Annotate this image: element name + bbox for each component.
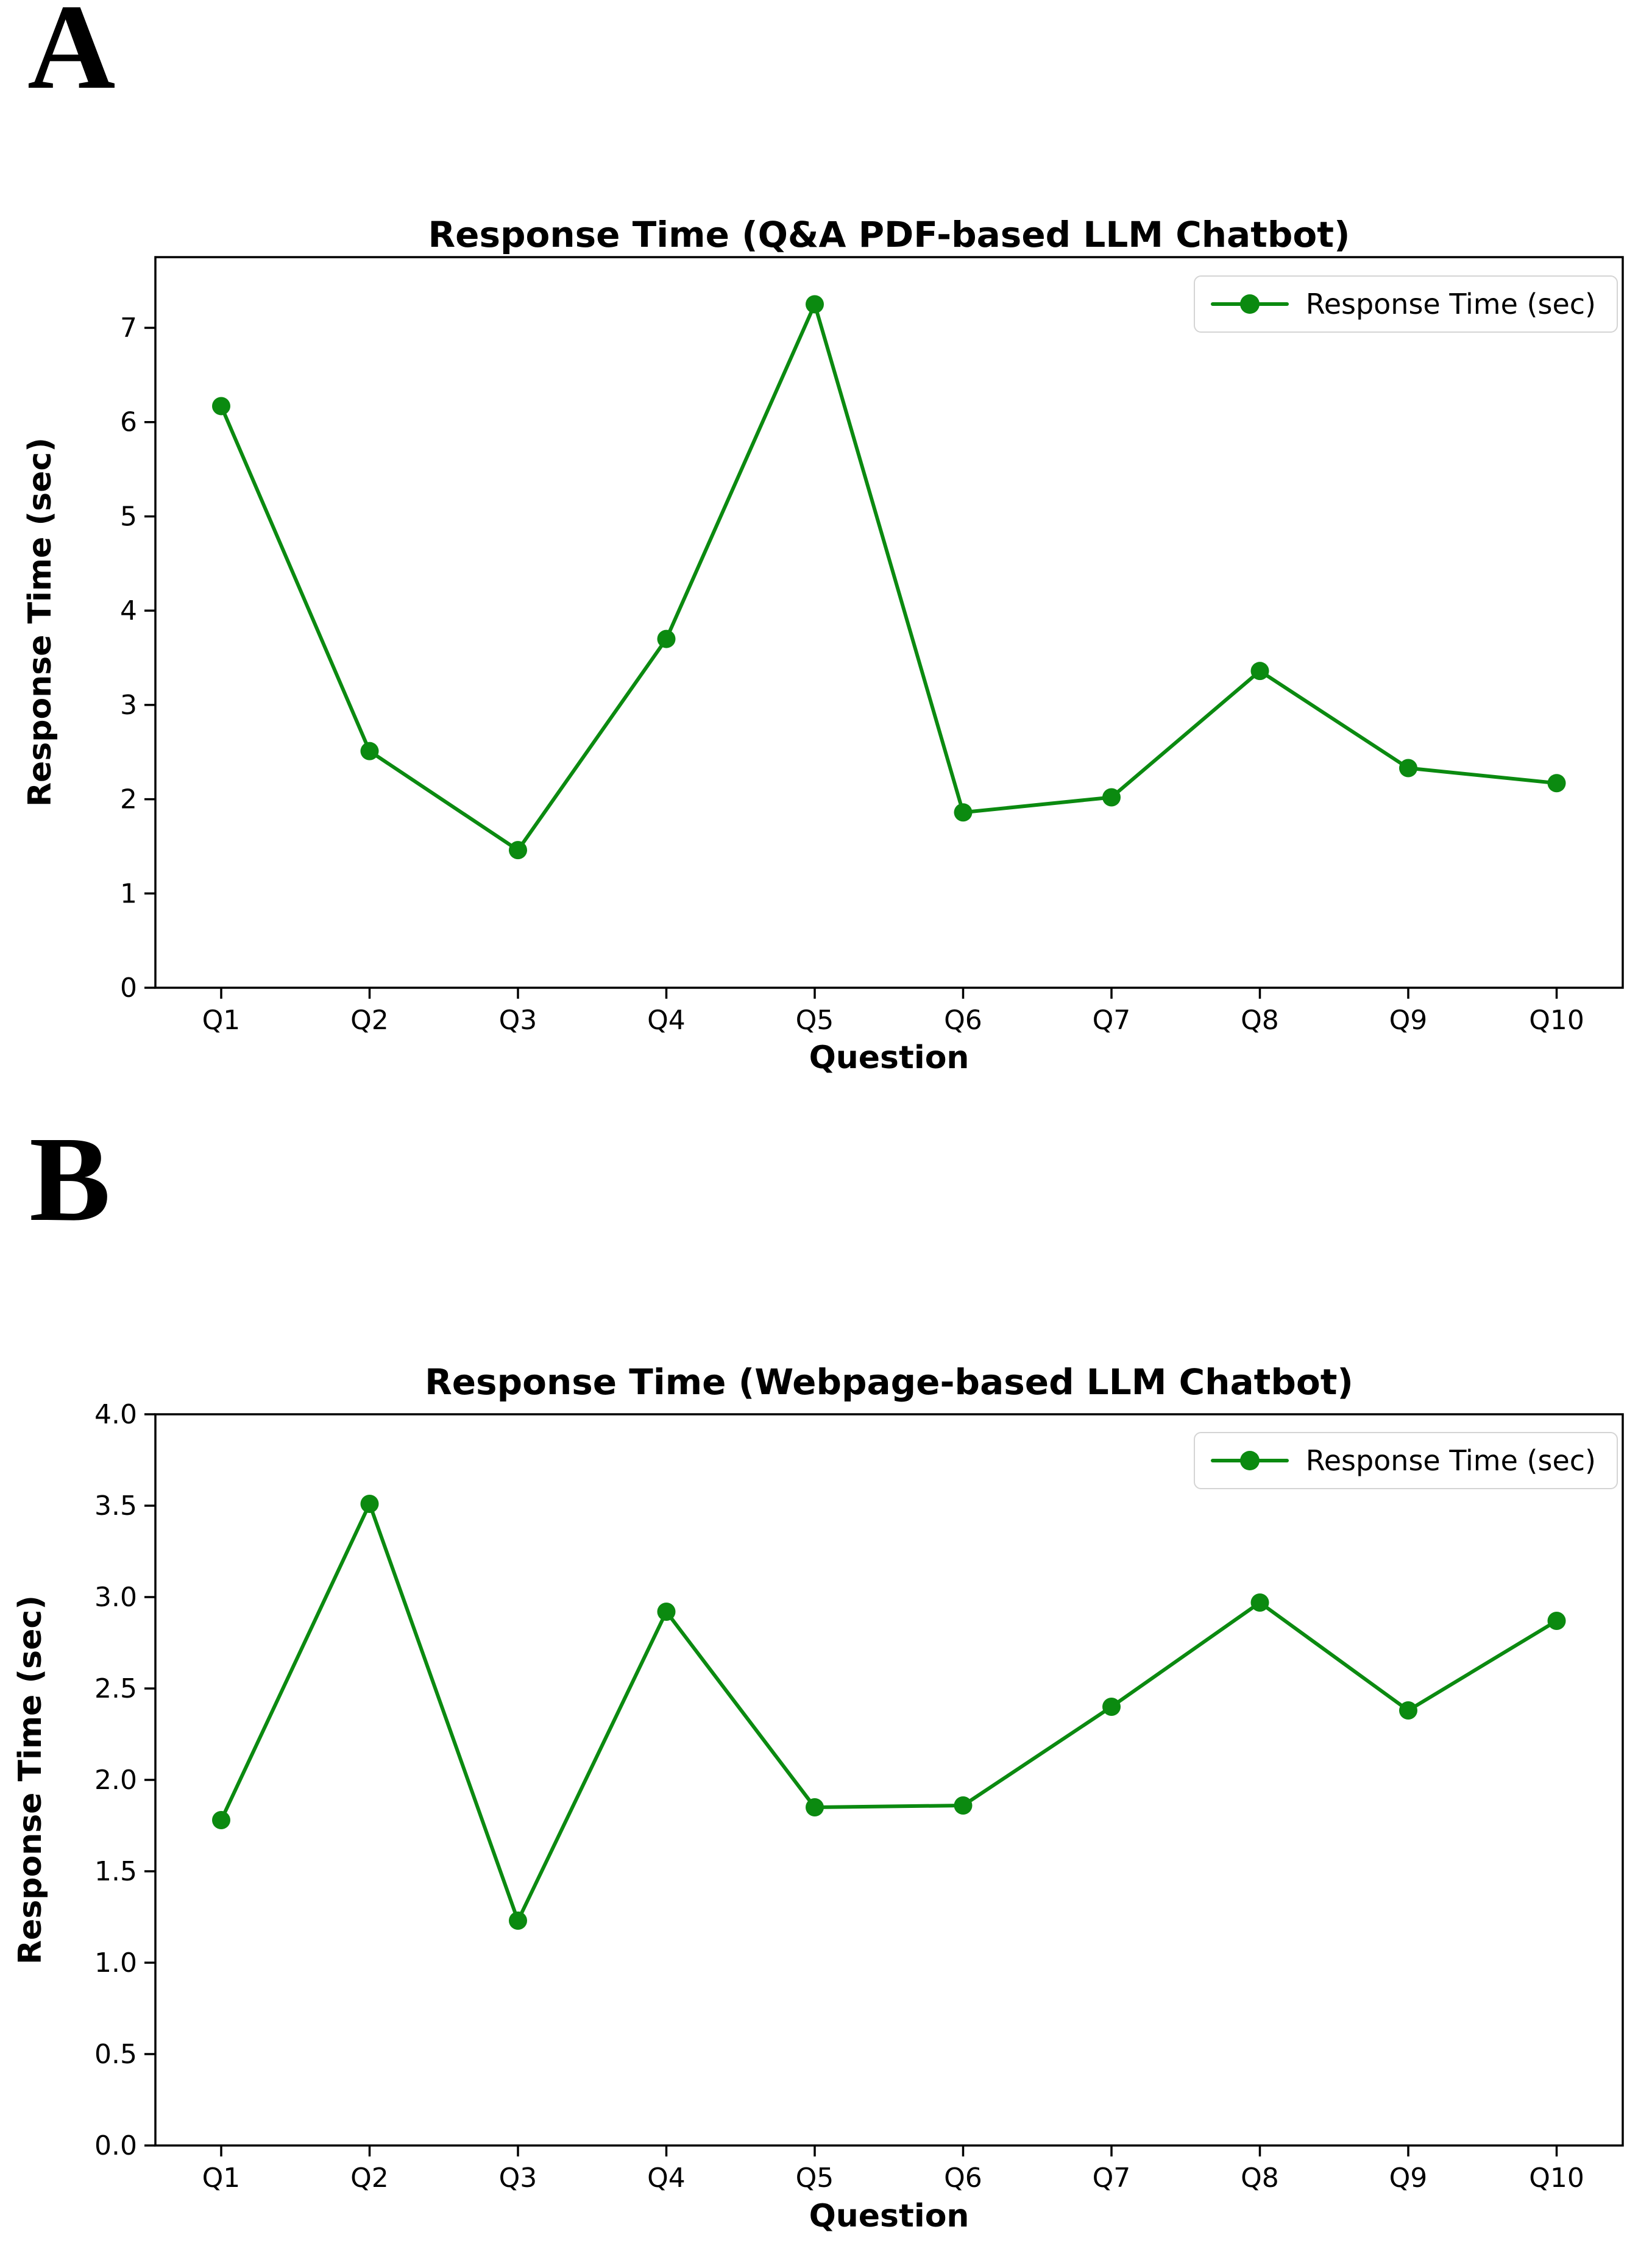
- chart-a-xlabel: Question: [809, 1040, 970, 1076]
- data-point-marker: [1399, 759, 1417, 778]
- y-tick-label: 6: [120, 407, 137, 438]
- chart-b-legend: Response Time (sec): [1193, 1432, 1618, 1489]
- data-point-marker: [954, 803, 973, 822]
- data-point-marker: [1399, 1701, 1417, 1720]
- x-tick-label: Q2: [350, 1005, 389, 1036]
- y-tick-label: 4: [120, 595, 137, 626]
- series-line: [219, 1502, 1559, 1922]
- y-tick-label: 1.0: [94, 1947, 137, 1979]
- x-tick-label: Q4: [647, 2163, 686, 2194]
- y-tick-label: 1: [120, 878, 137, 909]
- x-tick-label: Q6: [944, 1005, 982, 1036]
- data-point-marker: [1547, 1612, 1566, 1630]
- chart-a-legend: Response Time (sec): [1193, 275, 1618, 333]
- data-point-marker: [509, 1912, 527, 1930]
- panel-b-label: B: [29, 1112, 111, 1247]
- data-point-marker: [806, 295, 824, 314]
- x-tick-label: Q3: [499, 1005, 537, 1036]
- y-tick-label: 7: [120, 313, 137, 344]
- y-tick-label: 3.0: [94, 1582, 137, 1613]
- x-tick-label: Q7: [1093, 2163, 1131, 2194]
- x-tick-label: Q1: [202, 2163, 241, 2194]
- chart-b-title: Response Time (Webpage-based LLM Chatbot…: [425, 1361, 1353, 1403]
- x-tick-label: Q5: [796, 2163, 834, 2194]
- x-tick-label: Q10: [1529, 1005, 1584, 1036]
- y-tick-label: 4.0: [94, 1399, 137, 1430]
- data-point-marker: [657, 629, 676, 648]
- x-tick-label: Q9: [1389, 2163, 1428, 2194]
- legend-line-marker-icon: [1210, 1450, 1289, 1471]
- x-tick-label: Q8: [1241, 2163, 1279, 2194]
- x-tick-label: Q9: [1389, 1005, 1428, 1036]
- series-line: [219, 302, 1559, 852]
- data-point-marker: [1102, 788, 1121, 807]
- data-point-marker: [1250, 662, 1269, 681]
- data-point-marker: [1102, 1698, 1121, 1716]
- data-point-marker: [657, 1603, 676, 1621]
- y-tick-label: 3: [120, 690, 137, 721]
- data-point-marker: [509, 841, 527, 860]
- legend-dot-sample: [1239, 294, 1260, 314]
- data-point-marker: [360, 1495, 379, 1513]
- legend-dot-sample: [1239, 1451, 1260, 1470]
- x-tick-label: Q8: [1241, 1005, 1279, 1036]
- x-tick-label: Q10: [1529, 2163, 1584, 2194]
- data-point-marker: [954, 1796, 973, 1815]
- data-point-marker: [1547, 774, 1566, 793]
- x-tick-label: Q2: [350, 2163, 389, 2194]
- x-tick-label: Q6: [944, 2163, 982, 2194]
- y-tick-label: 0.5: [94, 2039, 137, 2070]
- y-tick-label: 2.5: [94, 1673, 137, 1704]
- x-tick-label: Q1: [202, 1005, 241, 1036]
- data-point-marker: [212, 1811, 230, 1829]
- data-point-marker: [212, 397, 230, 416]
- chart-b-xlabel: Question: [809, 2198, 970, 2234]
- x-tick-label: Q7: [1093, 1005, 1131, 1036]
- x-tick-label: Q4: [647, 1005, 686, 1036]
- y-tick-label: 5: [120, 501, 137, 532]
- chart-b-legend-label: Response Time (sec): [1305, 1444, 1596, 1477]
- chart-a-ylabel: Response Time (sec): [22, 438, 58, 807]
- y-tick-label: 1.5: [94, 1856, 137, 1887]
- y-tick-label: 2: [120, 784, 137, 815]
- y-tick-label: 0.0: [94, 2130, 137, 2161]
- y-tick-label: 3.5: [94, 1490, 137, 1522]
- chart-a-title: Response Time (Q&A PDF-based LLM Chatbot…: [428, 214, 1350, 255]
- x-tick-label: Q3: [499, 2163, 537, 2194]
- y-tick-label: 2.0: [94, 1765, 137, 1796]
- y-tick-label: 0: [120, 973, 137, 1004]
- x-tick-label: Q5: [796, 1005, 834, 1036]
- panel-a-label: A: [27, 0, 116, 115]
- chart-b-ylabel: Response Time (sec): [12, 1595, 49, 1965]
- data-point-marker: [1250, 1593, 1269, 1612]
- data-point-marker: [806, 1798, 824, 1816]
- legend-line-marker-icon: [1210, 294, 1289, 314]
- data-point-marker: [360, 742, 379, 760]
- plot-area: [154, 256, 1624, 989]
- chart-a-legend-label: Response Time (sec): [1305, 288, 1596, 321]
